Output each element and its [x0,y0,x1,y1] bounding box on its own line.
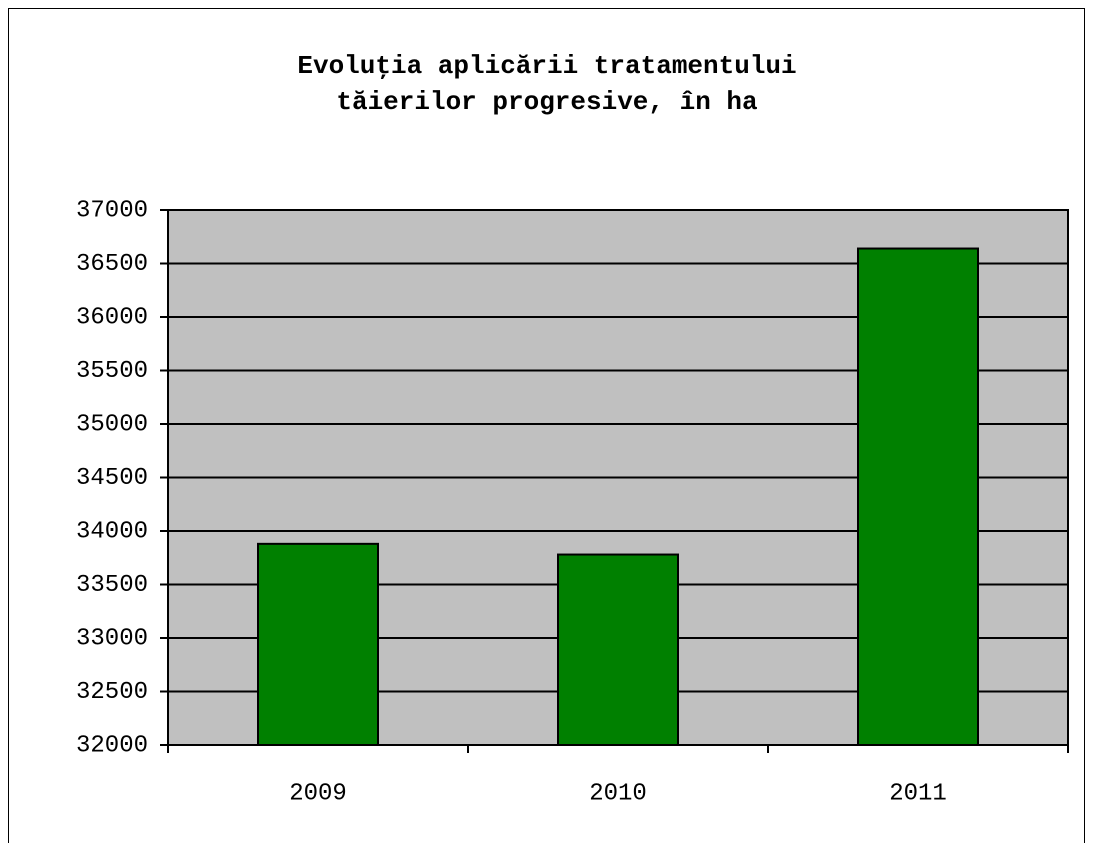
x-tick-label: 2009 [289,780,347,807]
y-tick-label: 35500 [76,358,148,385]
y-tick-label: 33500 [76,572,148,599]
chart-frame [8,8,1085,843]
bar [257,542,379,747]
bar [557,553,679,746]
y-tick-label: 37000 [76,197,148,224]
y-tick-label: 36500 [76,251,148,278]
y-tick-label: 36000 [76,304,148,331]
y-tick-label: 33000 [76,625,148,652]
x-tick-label: 2011 [889,780,947,807]
y-tick-label: 34500 [76,465,148,492]
chart-title: Evoluţia aplicării tratamentului tăieril… [297,51,797,117]
y-tick-label: 34000 [76,518,148,545]
bar [857,247,979,747]
y-tick-label: 35000 [76,411,148,438]
y-tick-label: 32500 [76,679,148,706]
y-tick-label: 32000 [76,732,148,759]
x-tick-label: 2010 [589,780,647,807]
